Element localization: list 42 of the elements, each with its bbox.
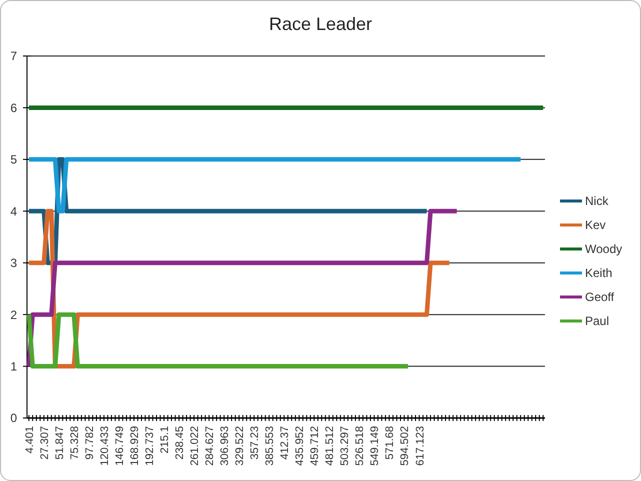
y-tick-label: 5 (10, 152, 18, 167)
x-tick-label: 168.929 (128, 426, 141, 466)
x-tick-label: 4.401 (24, 426, 36, 454)
legend-label: Keith (585, 266, 612, 280)
x-tick-label: 192.737 (144, 426, 156, 466)
x-tick-label: 146.749 (114, 426, 126, 466)
x-tick-label: 617.123 (414, 426, 426, 466)
x-tick-label: 435.952 (294, 426, 306, 466)
y-tick-label: 3 (10, 256, 18, 270)
x-tick-label: 503.297 (339, 426, 352, 466)
x-tick-label: 385.553 (264, 426, 276, 466)
chart-title: Race Leader (268, 14, 372, 34)
x-tick-label: 238.45 (174, 426, 186, 460)
x-tick-label: 51.847 (54, 426, 66, 460)
x-tick-label: 261.022 (189, 426, 202, 466)
legend-label: Kev (585, 218, 606, 232)
y-tick-label: 1 (10, 359, 18, 374)
y-tick-label: 7 (10, 49, 18, 64)
legend-label: Geoff (585, 290, 615, 304)
legend-label: Nick (585, 194, 610, 208)
x-tick-label: 306.963 (219, 426, 232, 466)
x-tick-label: 594.502 (399, 426, 412, 466)
y-tick-label: 0 (10, 411, 18, 426)
x-tick-label: 284.627 (204, 426, 216, 466)
y-tick-label: 6 (10, 100, 18, 115)
x-tick-label: 120.433 (98, 426, 111, 466)
x-tick-label: 549.149 (369, 426, 382, 466)
x-tick-label: 571.68 (384, 426, 396, 460)
x-tick-label: 412.37 (279, 426, 292, 460)
x-tick-label: 329.522 (234, 426, 246, 466)
x-tick-label: 481.512 (324, 426, 336, 466)
legend-label: Paul (585, 314, 610, 328)
y-tick-label: 4 (10, 204, 18, 218)
y-tick-label: 2 (10, 308, 18, 322)
x-tick-label: 75.328 (68, 426, 81, 460)
x-tick-label: 27.307 (38, 426, 51, 460)
x-tick-label: 97.782 (84, 426, 96, 460)
x-tick-label: 215.1 (159, 426, 172, 454)
x-tick-label: 526.518 (354, 426, 366, 466)
legend-label: Woody (585, 242, 622, 256)
x-tick-label: 459.712 (309, 426, 322, 466)
x-tick-label: 357.23 (249, 426, 262, 460)
